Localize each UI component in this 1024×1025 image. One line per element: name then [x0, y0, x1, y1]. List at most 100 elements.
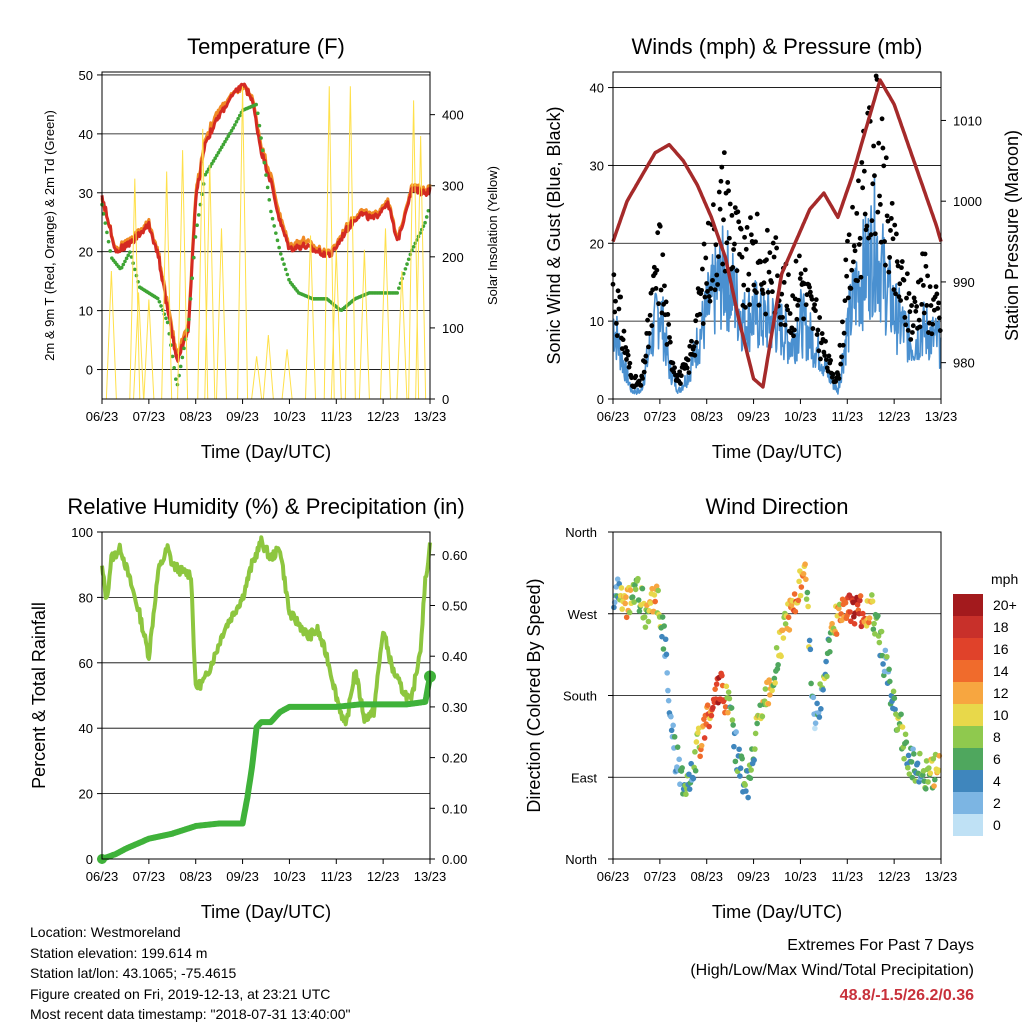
dewpoint-point [233, 123, 237, 127]
gust-point [691, 344, 697, 350]
solar-spike [251, 356, 263, 400]
gust-point [710, 202, 716, 208]
gust-point [712, 287, 718, 293]
gust-point [797, 276, 803, 281]
y2-tick-label: 200 [442, 250, 464, 265]
gust-point [616, 306, 622, 312]
y-tick-label: 10 [590, 314, 604, 329]
direction-point [635, 575, 641, 582]
gust-point [791, 333, 796, 339]
direction-point [829, 620, 835, 627]
direction-point [729, 717, 736, 723]
gust-point [615, 288, 621, 294]
colorbar-label: 18 [993, 619, 1009, 635]
dewpoint-point [267, 198, 272, 202]
direction-point [820, 687, 826, 693]
direction-point [898, 711, 904, 718]
gust-point [928, 303, 934, 308]
direction-point [725, 689, 732, 695]
gust-point [611, 272, 617, 278]
gust-point [796, 253, 802, 259]
solar-spike [237, 86, 249, 400]
gust-point [830, 371, 836, 377]
gust-point [751, 282, 757, 288]
direction-point [759, 713, 766, 720]
gust-point [875, 209, 881, 215]
dewpoint-point [164, 316, 168, 321]
dewpoint-point [237, 113, 242, 118]
colorbar-label: 10 [993, 707, 1009, 723]
y-axis-label: Percent & Total Rainfall [29, 602, 49, 789]
y-tick-label: 50 [79, 68, 93, 83]
direction-point [875, 612, 881, 619]
direction-point [920, 772, 926, 778]
gust-point [665, 312, 671, 317]
x-tick-label: 07/23 [133, 869, 166, 884]
gust-point [638, 383, 644, 388]
direction-point [704, 702, 711, 709]
dewpoint-point [236, 116, 240, 121]
gust-point [767, 250, 773, 256]
x-tick-label: 11/23 [320, 869, 352, 884]
direction-point [779, 627, 786, 634]
gust-point [854, 210, 860, 216]
dewpoint-point [213, 156, 217, 161]
gust-point [850, 259, 856, 265]
dewpoint-point [420, 227, 424, 232]
dewpoint-point [264, 173, 268, 177]
gust-point [884, 213, 890, 219]
gust-point [633, 373, 639, 379]
y-tick-label: East [571, 770, 597, 785]
direction-point [747, 775, 754, 782]
y-tick-label: North [565, 852, 597, 867]
x-tick-label: 07/23 [644, 869, 677, 884]
direction-point [810, 694, 817, 701]
gust-point [763, 311, 769, 317]
gust-point [764, 257, 769, 263]
gust-point [841, 330, 847, 336]
gust-point [898, 298, 904, 303]
direction-point [884, 653, 890, 660]
x-tick-label: 06/23 [597, 869, 630, 884]
gust-point [933, 284, 939, 290]
dewpoint-point [408, 252, 413, 257]
gust-point [649, 323, 655, 329]
gust-point [872, 173, 877, 179]
gust-point [843, 257, 849, 263]
dewpoint-point [215, 153, 219, 158]
direction-point [733, 729, 739, 735]
dewpoint-point [285, 272, 290, 277]
direction-point [614, 576, 621, 582]
gust-point [894, 259, 900, 265]
gust-point [646, 344, 651, 350]
direction-point [690, 775, 697, 782]
dewpoint-point [128, 250, 132, 254]
gust-point [877, 202, 883, 207]
y-axis-label: 2m & 9m T (Red, Orange) & 2m Td (Green) [42, 110, 57, 361]
direction-point [932, 776, 938, 783]
x-tick-label: 13/23 [925, 409, 958, 424]
gust-point [818, 356, 823, 362]
plot-frame [612, 531, 942, 860]
y2-tick-label: 0.40 [442, 649, 467, 664]
gust-point [662, 283, 667, 289]
direction-point [725, 709, 731, 716]
gust-point [881, 163, 887, 169]
gust-point [725, 180, 731, 185]
gust-point [718, 178, 724, 184]
gust-point [771, 254, 777, 260]
gust-point [705, 289, 710, 294]
gust-point [702, 294, 708, 300]
gust-point [779, 291, 785, 297]
direction-point [660, 646, 667, 652]
y2-tick-label: 990 [953, 275, 975, 290]
direction-point [806, 637, 813, 644]
gust-point [636, 378, 642, 384]
gust-point [699, 287, 704, 293]
direction-point [623, 614, 630, 621]
solar-spike [215, 228, 227, 400]
gust-point [760, 291, 766, 296]
direction-point [708, 712, 715, 719]
y-tick-label: 60 [79, 656, 93, 671]
extremes-title: Extremes For Past 7 Days [787, 937, 974, 954]
